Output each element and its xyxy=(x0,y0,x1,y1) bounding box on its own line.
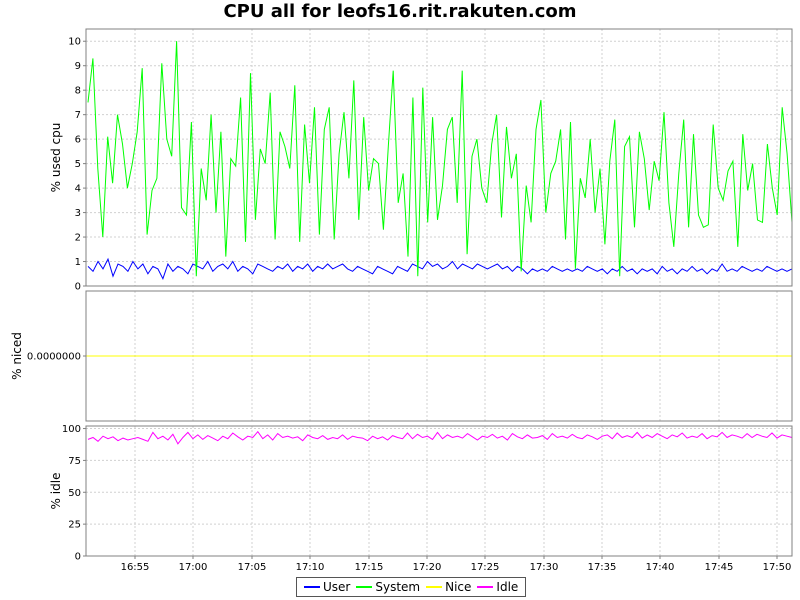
legend: User System Nice Idle xyxy=(296,577,527,597)
x-tick-label: 17:15 xyxy=(355,562,384,573)
y-tick-label: 4 xyxy=(75,184,81,195)
y-tick-label: 2 xyxy=(75,233,81,244)
y-tick-label: 25 xyxy=(68,520,81,531)
legend-label-nice: Nice xyxy=(445,580,472,594)
plot-border xyxy=(85,28,793,287)
series-line-idle xyxy=(87,430,793,445)
y-tick-label: 50 xyxy=(68,488,81,499)
y-tick-label: 1 xyxy=(75,257,81,268)
y-tick-label: 5 xyxy=(75,159,81,170)
y-axis-label: % used cpu xyxy=(49,123,63,193)
legend-item-nice: Nice xyxy=(426,580,471,594)
y-tick-label: 100 xyxy=(62,424,81,435)
legend-swatch-nice xyxy=(426,586,443,588)
legend-item-idle: Idle xyxy=(477,580,518,594)
y-tick-label: 0 xyxy=(75,552,81,563)
y-tick-label: 7 xyxy=(75,110,81,121)
x-tick-label: 17:45 xyxy=(705,562,734,573)
legend-swatch-system xyxy=(356,586,373,588)
x-tick-label: 16:55 xyxy=(121,562,150,573)
x-tick-label: 17:50 xyxy=(763,562,792,573)
y-tick-label: 8 xyxy=(75,86,81,97)
x-tick-label: 17:40 xyxy=(646,562,675,573)
series-line-system xyxy=(87,41,793,277)
plot-border xyxy=(85,425,793,557)
plot-area xyxy=(86,426,792,556)
panel-2: 0.0000000% niced xyxy=(10,290,793,422)
legend-label-idle: Idle xyxy=(496,580,519,594)
y-tick-label: 9 xyxy=(75,61,81,72)
y-tick-label: 0.0000000 xyxy=(27,352,81,363)
y-tick-label: 3 xyxy=(75,208,81,219)
x-tick-label: 17:25 xyxy=(471,562,500,573)
x-tick-label: 17:20 xyxy=(413,562,442,573)
plot-border xyxy=(85,290,793,422)
legend-item-system: System xyxy=(356,580,420,594)
plot-area xyxy=(86,29,792,286)
panel-1: 0 1 2 3 4 5 6 7 8 9 10 % used cpu xyxy=(49,28,793,293)
x-tick-label: 17:05 xyxy=(238,562,267,573)
y-tick-label: 10 xyxy=(68,37,81,48)
series-line-user xyxy=(87,257,793,280)
x-tick-label: 17:35 xyxy=(588,562,617,573)
y-tick-label: 75 xyxy=(68,456,81,467)
x-tick-label: 17:30 xyxy=(530,562,559,573)
chart-title: CPU all for leofs16.rit.rakuten.com xyxy=(223,1,577,22)
y-tick-label: 6 xyxy=(75,135,81,146)
legend-swatch-user xyxy=(304,586,320,588)
legend-swatch-idle xyxy=(477,586,494,588)
legend-label-system: System xyxy=(375,580,421,594)
legend-item-user: User xyxy=(304,580,350,594)
y-axis-label: % idle xyxy=(49,473,63,510)
panel-3: 0 25 50 75 100 % idle xyxy=(49,424,793,563)
legend-label-user: User xyxy=(323,580,351,594)
x-tick-label: 17:10 xyxy=(296,562,325,573)
y-axis-label: % niced xyxy=(10,332,24,380)
y-tick-label: 0 xyxy=(75,282,81,293)
x-tick-label: 17:00 xyxy=(179,562,208,573)
